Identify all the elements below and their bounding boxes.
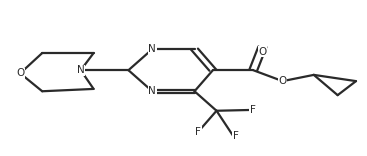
Text: O: O bbox=[279, 76, 287, 86]
Text: F: F bbox=[195, 127, 201, 137]
Text: F: F bbox=[250, 105, 255, 115]
Text: O: O bbox=[16, 68, 24, 78]
Text: N: N bbox=[148, 86, 156, 96]
Text: O: O bbox=[258, 47, 266, 57]
Text: N: N bbox=[148, 44, 156, 54]
Text: N: N bbox=[77, 65, 85, 75]
Text: F: F bbox=[233, 131, 239, 141]
